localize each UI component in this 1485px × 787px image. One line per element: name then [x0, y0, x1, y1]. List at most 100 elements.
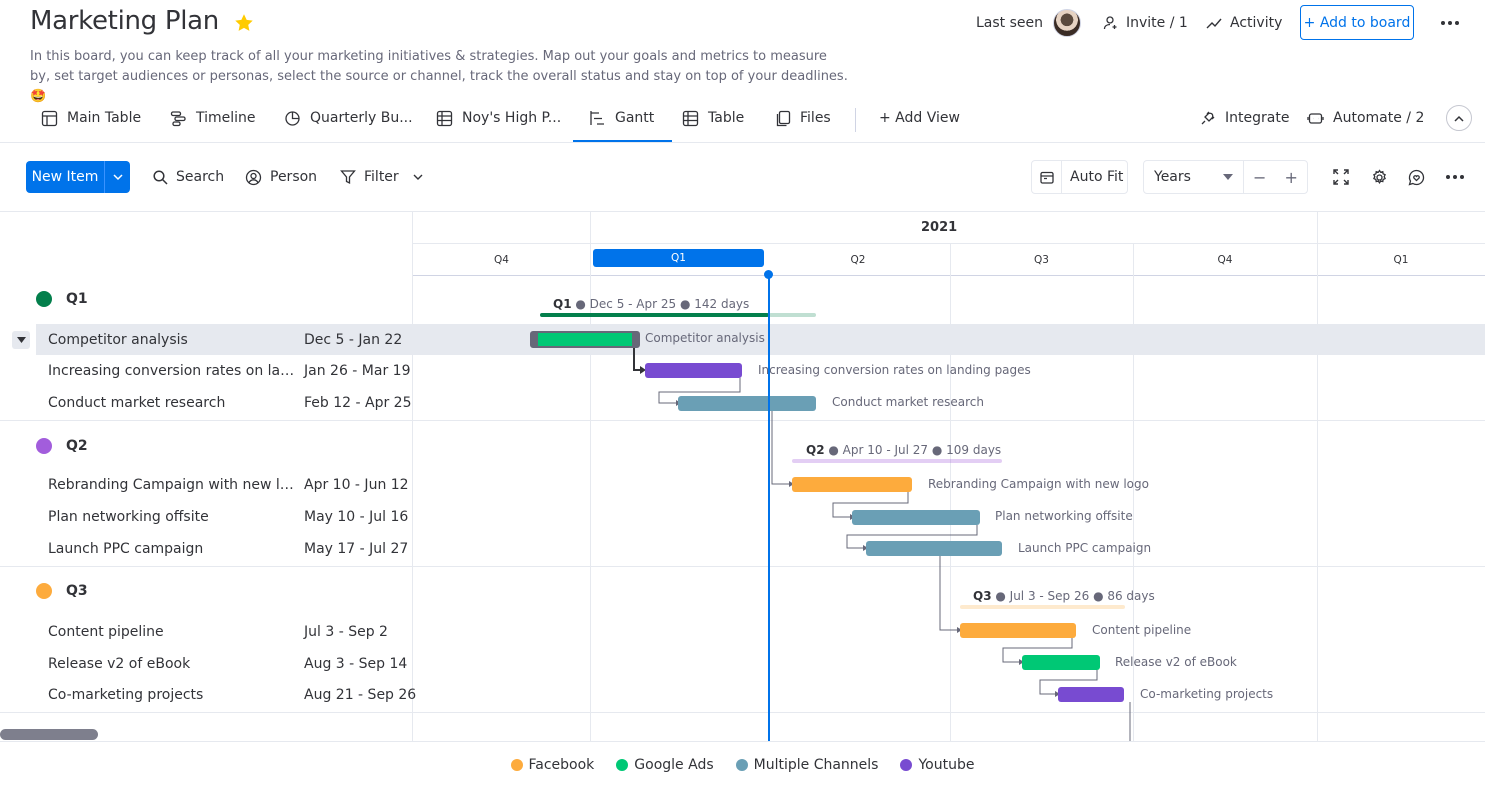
tab-timeline[interactable]: Timeline — [170, 95, 256, 141]
add-to-board-button[interactable]: + Add to board — [1300, 5, 1414, 40]
search-button[interactable]: Search — [153, 163, 224, 191]
gantt-bar[interactable] — [1058, 687, 1124, 702]
zoom-out-button[interactable]: − — [1253, 167, 1267, 187]
tab-files[interactable]: Files — [776, 95, 831, 141]
board-description[interactable]: In this board, you can keep track of all… — [30, 49, 848, 104]
avatar[interactable] — [1053, 9, 1082, 37]
group-summary-bar[interactable] — [960, 605, 1125, 609]
integrate-button[interactable]: Integrate — [1200, 95, 1289, 141]
person-label: Person — [270, 169, 318, 185]
gantt-bar[interactable] — [678, 396, 816, 411]
list-item[interactable]: Increasing conversion rates on landing p… — [36, 355, 413, 386]
new-item-label[interactable]: New Item — [31, 169, 99, 185]
list-item[interactable]: Conduct market research Feb 12 - Apr 25 — [36, 387, 413, 418]
zoom-in-button[interactable]: + — [1284, 167, 1298, 187]
bar-label: Competitor analysis — [645, 331, 765, 345]
group-summary-bar[interactable] — [540, 313, 769, 317]
list-item[interactable]: Competitor analysis Dec 5 - Jan 22 — [36, 324, 413, 355]
group-header-q2[interactable]: Q2 — [36, 436, 88, 456]
filter-button[interactable]: Filter — [340, 163, 423, 191]
chevron-down-icon[interactable] — [413, 174, 423, 181]
tab-label: Main Table — [67, 110, 142, 126]
group-summary-q3[interactable]: Q3 ● Jul 3 - Sep 26 ● 86 days — [973, 589, 1155, 603]
gantt-bar[interactable] — [866, 541, 1002, 556]
today-marker — [764, 270, 773, 279]
invite-button[interactable]: Invite / 1 — [1103, 4, 1188, 42]
quarter-cell: Q4 — [494, 253, 509, 266]
gantt-bar[interactable] — [1022, 655, 1100, 670]
group-summary-bar[interactable] — [792, 459, 1002, 463]
gantt-icon — [590, 110, 604, 125]
grid-line — [590, 211, 591, 741]
activity-button[interactable]: Activity — [1206, 4, 1282, 42]
item-dates: Aug 21 - Sep 26 — [304, 686, 417, 703]
bar-label: Launch PPC campaign — [1018, 541, 1152, 555]
row-expand-button[interactable] — [12, 331, 30, 349]
scale-dropdown[interactable]: Years — [1144, 161, 1244, 193]
auto-fit-button[interactable]: Auto Fit — [1031, 160, 1128, 194]
add-view-button[interactable]: + Add View — [879, 110, 960, 126]
grid-line — [1317, 211, 1318, 741]
legend-item[interactable]: Youtube — [900, 757, 974, 773]
bar-label: Release v2 of eBook — [1115, 655, 1237, 669]
list-item[interactable]: Rebranding Campaign with new logo Apr 10… — [36, 469, 413, 500]
list-item[interactable]: Plan networking offsite May 10 - Jul 16 — [36, 501, 413, 532]
tab-quarterly-budget[interactable]: Quarterly Bu... — [284, 95, 413, 141]
horizontal-scrollbar[interactable] — [0, 729, 98, 740]
gantt-bar[interactable] — [792, 477, 912, 492]
legend-color-dot — [735, 758, 748, 771]
gantt-bar[interactable] — [645, 363, 742, 378]
board-title[interactable]: Marketing Plan — [30, 6, 219, 36]
board-menu-icon[interactable] — [1441, 21, 1459, 25]
legend-item[interactable]: Google Ads — [616, 757, 714, 773]
scale-selector[interactable]: Years − + — [1143, 160, 1308, 194]
year-header: 2021 — [413, 211, 1485, 244]
more-options-icon[interactable] — [1446, 175, 1464, 179]
legend-label: Multiple Channels — [753, 756, 879, 773]
gantt-timeline[interactable]: 2021 Q4 Q2 Q3 Q4 Q1 Q1 — [413, 211, 1485, 741]
favorite-star-icon[interactable] — [233, 12, 255, 34]
tab-gantt[interactable]: Gantt — [572, 95, 673, 142]
grid-line — [950, 244, 951, 741]
group-name: Q3 — [66, 583, 88, 599]
settings-gear-icon[interactable] — [1368, 166, 1390, 188]
list-item[interactable]: Content pipeline Jul 3 - Sep 2 — [36, 616, 413, 647]
gantt-bar[interactable] — [852, 510, 980, 525]
automate-button[interactable]: Automate / 2 — [1307, 95, 1424, 141]
drag-handle-right[interactable] — [632, 333, 638, 346]
drag-handle-left[interactable] — [532, 333, 538, 346]
item-dates: May 10 - Jul 16 — [304, 508, 409, 525]
legend-item[interactable]: Facebook — [510, 757, 594, 773]
group-header-q3[interactable]: Q3 — [36, 581, 88, 601]
last-seen-label: Last seen — [976, 15, 1044, 31]
person-filter-button[interactable]: Person — [245, 163, 317, 191]
group-header-q1[interactable]: Q1 — [36, 289, 88, 309]
group-divider — [0, 566, 1485, 567]
list-item[interactable]: Release v2 of eBook Aug 3 - Sep 14 — [36, 648, 413, 679]
list-item[interactable]: Co-marketing projects Aug 21 - Sep 26 — [36, 679, 417, 710]
summary-detail: ● Jul 3 - Sep 26 ● 86 days — [991, 589, 1155, 603]
group-summary-q1[interactable]: Q1 ● Dec 5 - Apr 25 ● 142 days — [553, 297, 749, 311]
item-dates: Dec 5 - Jan 22 — [304, 331, 403, 348]
legend-item[interactable]: Multiple Channels — [735, 756, 879, 773]
collapse-header-button[interactable] — [1446, 105, 1472, 131]
tab-main-table[interactable]: Main Table — [41, 95, 141, 141]
item-dates: Feb 12 - Apr 25 — [304, 394, 412, 411]
gantt-bar[interactable] — [530, 331, 640, 348]
grid-line — [1133, 244, 1134, 741]
tab-table[interactable]: Table — [682, 95, 744, 141]
tab-noys-high-priority[interactable]: Noy's High P... — [436, 95, 561, 141]
new-item-dropdown[interactable] — [104, 161, 130, 193]
active-quarter-marker[interactable]: Q1 — [593, 249, 764, 267]
group-summary-q2[interactable]: Q2 ● Apr 10 - Jul 27 ● 109 days — [806, 443, 1001, 457]
fullscreen-icon[interactable] — [1330, 166, 1352, 188]
tab-divider — [855, 108, 856, 132]
summary-name: Q2 — [806, 443, 825, 457]
search-label: Search — [176, 169, 225, 185]
last-seen[interactable]: Last seen — [976, 4, 1082, 42]
quarter-cell: Q2 — [850, 253, 866, 266]
feedback-heart-icon[interactable] — [1405, 166, 1427, 188]
new-item-button[interactable]: New Item — [26, 161, 130, 193]
gantt-bar[interactable] — [960, 623, 1076, 638]
list-item[interactable]: Launch PPC campaign May 17 - Jul 27 — [36, 533, 413, 564]
